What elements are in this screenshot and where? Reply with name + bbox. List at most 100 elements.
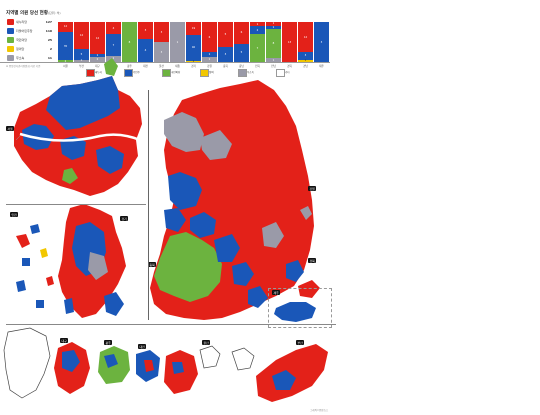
graphic-credit: 그래픽=연합뉴스 [310,409,329,412]
legend-label: 기타 [285,71,290,74]
seat-segment: 7 [250,34,265,62]
seat-value-label: 1 [80,59,83,63]
seat-value-label: 1 [272,22,275,26]
party-key-row: 무소속 11 [6,54,52,62]
seat-segment: 1 [202,57,217,62]
seat-value-label: 1 [272,58,275,62]
seat-value-label: 1 [256,22,259,26]
seat-value-label: 3 [224,53,227,56]
party-blue-icon [7,28,14,34]
seat-segment: 5 [74,48,89,60]
seat-value-label: 1 [272,25,275,29]
legend-swatch [238,69,247,77]
election-map [3,58,328,402]
party-name: 무소속 [16,56,25,60]
jeju-inset-frame [268,288,332,328]
party-key-row: 국민의당 25 [6,36,52,44]
seat-value-label: 4 [112,26,115,30]
seat-segment: 5 [218,22,233,47]
seat-segment: 19 [186,22,201,35]
party-total: 25 [47,38,52,42]
party-key-row: 정의당 2 [6,45,52,53]
seat-segment: 1 [250,22,265,26]
seat-value-label: 7 [256,46,259,50]
seat-segment: 35 [58,31,73,61]
party-total: 127 [45,20,52,24]
party-key-row: 새누리당 127 [6,18,52,26]
seat-value-label: 3 [144,29,147,33]
source-note: ※ 중앙선거관리위원회 자료 기준 [6,65,41,68]
party-red-icon [7,19,14,25]
legend-swatch [200,69,209,77]
seat-category-label: 광주 [127,65,132,68]
seat-value-label: 3 [304,54,307,58]
seat-segment: 3 [218,47,233,62]
legend-swatch [162,69,171,77]
inset-label-daejeon: 대전 [138,344,147,349]
seat-segment: 7 [106,34,121,56]
seat-value-label: 40 [191,46,196,50]
seat-category-label: 서울 [63,65,68,68]
seat-value-label: 5 [80,52,83,56]
seat-segment: 3 [154,42,169,62]
party-name: 정의당 [16,47,25,51]
seat-segment: 4 [106,22,121,35]
seat-segment: 2 [106,55,121,62]
seat-category-label: 충북 [223,65,228,68]
seat-value-label: 3 [160,50,163,54]
seat-value-label: 35 [63,44,68,48]
seat-segment: 1 [298,59,313,62]
party-total: 110 [45,29,52,33]
seat-category-label: 경남 [303,65,308,68]
seat-column: 12 3 1 경남 [298,22,313,68]
seat-category-label: 충남 [239,65,244,68]
seat-segment: 2 [90,56,105,62]
legend-swatch [124,69,133,77]
inset-label-incheon: 인천 [10,212,19,217]
inset-label-chungbuk: 충북 [148,262,157,267]
seat-column: 5 3 충북 [218,22,233,68]
seat-segment: 12 [58,22,73,32]
seat-category-label: 경북 [287,65,292,68]
seat-value-label: 2 [58,60,73,63]
jeju-map [274,302,316,322]
seat-category-label: 부산 [79,65,84,68]
legend-label: 새누리 [95,71,102,74]
inset-label-ulsan: 울산 [202,340,211,345]
seat-bar-chart: 12352서울1251부산1212대구472인천8광주34대전33울산1세종19… [58,22,334,68]
seat-value-label: 4 [144,49,147,53]
seat-value-label: 2 [112,57,115,61]
seat-segment: 3 [138,22,153,40]
inset-label-gyeongbuk: 경북 [308,258,317,263]
party-key: 새누리당 127 더불어민주당 110 국민의당 25 정의당 2 [3,18,52,66]
party-name: 국민의당 [16,38,28,42]
legend-swatch [276,69,285,77]
seat-column: 6 5 충남 [234,22,249,68]
seat-column: 13 경북 [282,22,297,68]
seat-segment: 6 [202,22,217,52]
party-name: 더불어민주당 [16,29,33,33]
city-insets-row [3,327,328,402]
seat-category-label: 제주 [319,65,324,68]
seat-segment: 5 [234,43,249,62]
seat-segment: 6 [234,22,249,44]
inset-label-daegu: 대구 [60,338,69,343]
seat-segment: 2 [250,26,265,34]
seat-column: 6 1 1 강원 [202,22,217,68]
seat-column: 12 5 1 부산 [74,22,89,68]
seat-segment: 12 [90,22,105,54]
seat-segment: 1 [266,58,281,62]
seat-column: 3 제주 [314,22,329,68]
seat-value-label: 5 [224,33,227,36]
seat-category-label: 울산 [159,65,164,68]
seat-value-label: 5 [240,51,243,55]
header-divider [0,62,330,63]
inset-divider-horizontal [6,324,336,325]
legend-label: 무소속 [247,71,254,74]
seat-category-label: 대전 [143,65,148,68]
page-title: 지역별 의원 당선 현황 [6,11,48,16]
seat-value-label: 12 [79,33,84,37]
inset-label-seoul: 서울 [6,126,15,131]
seat-value-label: 13 [287,40,292,44]
